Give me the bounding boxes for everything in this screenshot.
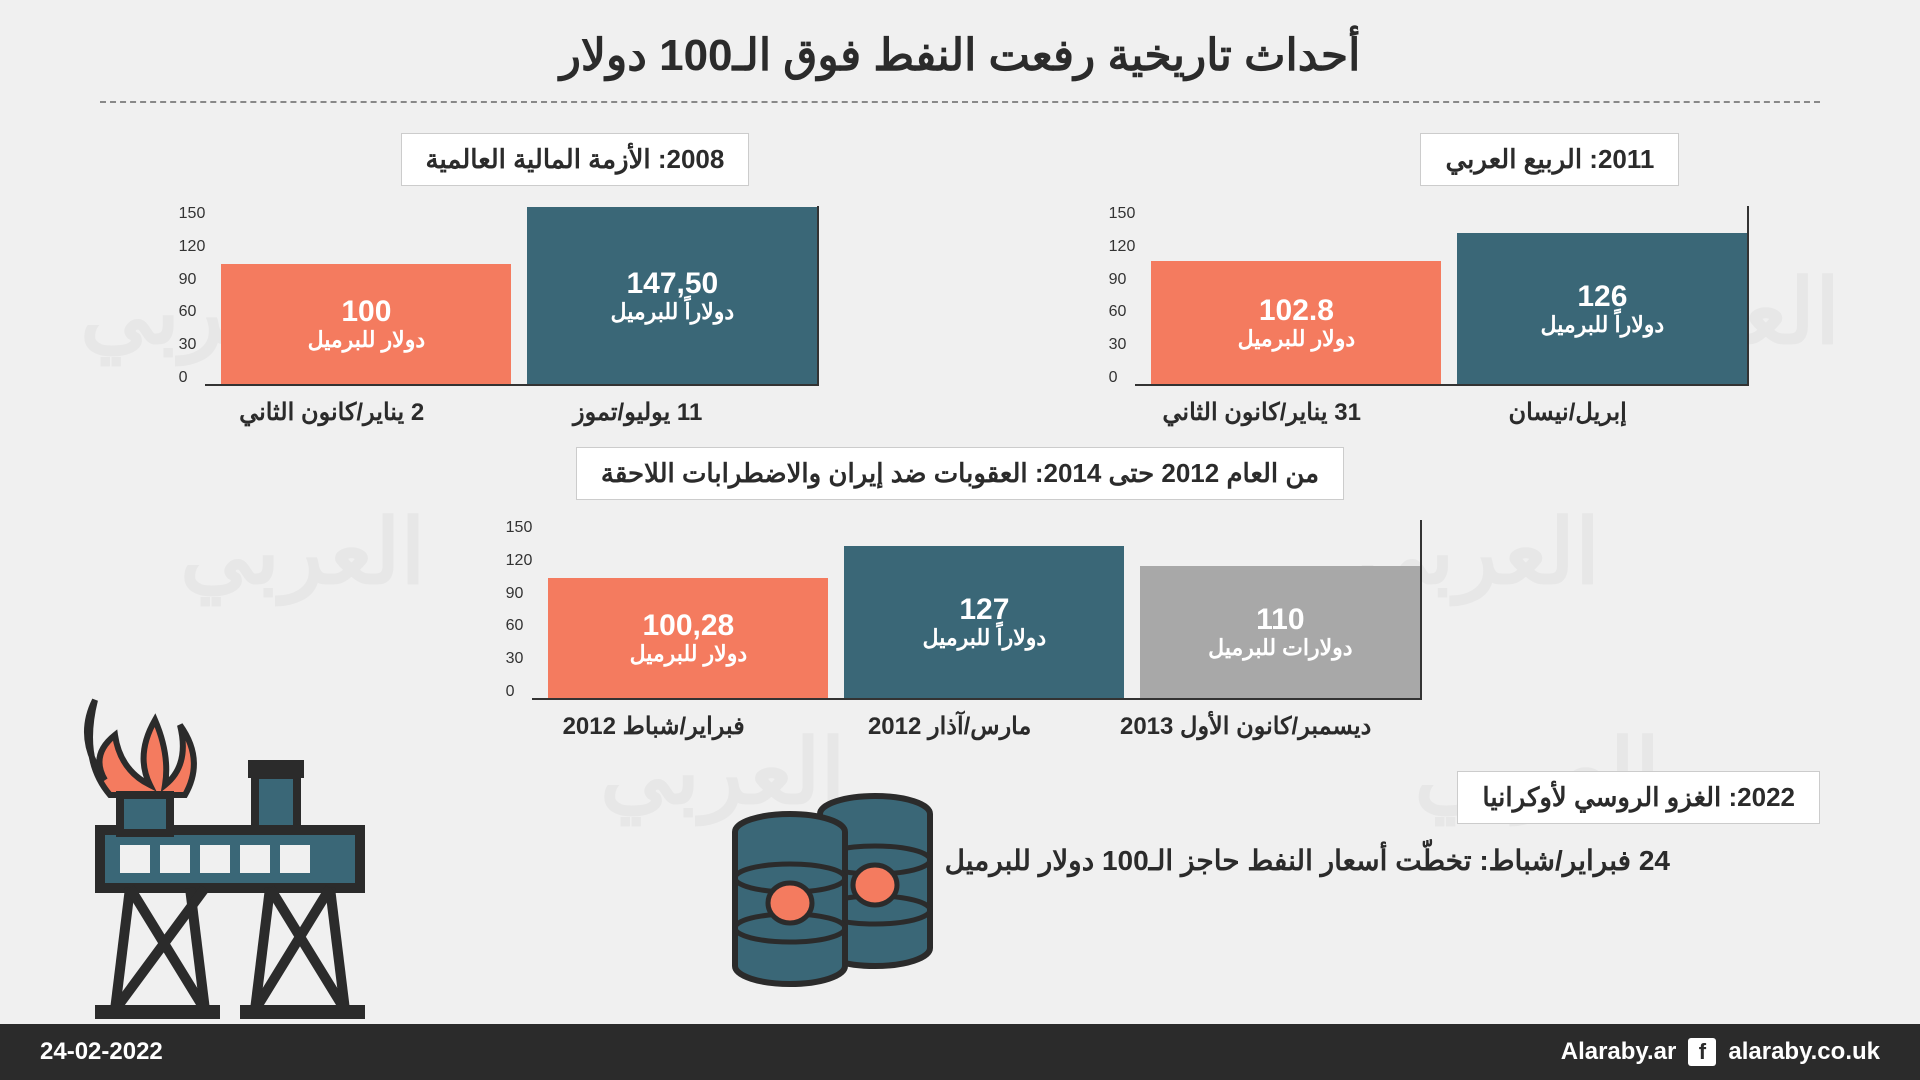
- footer-social: Alaraby.ar: [1561, 1038, 1677, 1066]
- y-axis-2008: 1501209060300: [179, 206, 206, 386]
- bars-2012: 100,28دولار للبرميل127دولاراً للبرميل110…: [532, 520, 1422, 700]
- xlabels-2008: 2 يناير/كانون الثاني 11 يوليو/تموز: [171, 386, 820, 427]
- bar: 127دولاراً للبرميل: [844, 546, 1124, 698]
- bar-xlabel: 2 يناير/كانون الثاني: [187, 398, 477, 427]
- y-axis-2012: 1501209060300: [506, 520, 533, 700]
- oil-rig-icon: [60, 680, 400, 1020]
- barrels-icon: [720, 790, 960, 990]
- bar: 100,28دولار للبرميل: [548, 578, 828, 698]
- label-2022: 2022: الغزو الروسي لأوكرانيا: [1457, 771, 1820, 824]
- bar-xlabel: إبريل/نيسان: [1423, 398, 1713, 427]
- bar: 126دولاراً للبرميل: [1457, 233, 1747, 384]
- bar: 100دولار للبرميل: [221, 264, 511, 384]
- bars-2011: 102.8دولار للبرميل126دولاراً للبرميل: [1135, 206, 1749, 386]
- page-title: أحداث تاريخية رفعت النفط فوق الـ100 دولا…: [60, 30, 1860, 81]
- chart-2008: 2008: الأزمة المالية العالمية 1501209060…: [171, 133, 820, 427]
- chart-2011: 2011: الربيع العربي 1501209060300 102.8د…: [1101, 133, 1750, 427]
- top-charts-row: 2008: الأزمة المالية العالمية 1501209060…: [60, 133, 1860, 427]
- bar-xlabel: 31 يناير/كانون الثاني: [1117, 398, 1407, 427]
- bar-xlabel: فبراير/شباط 2012: [514, 712, 794, 741]
- label-2012: من العام 2012 حتى 2014: العقوبات ضد إيرا…: [576, 447, 1344, 500]
- label-2008: 2008: الأزمة المالية العالمية: [401, 133, 750, 186]
- bar-xlabel: 11 يوليو/تموز: [493, 398, 783, 427]
- divider: [100, 101, 1820, 103]
- facebook-icon: f: [1688, 1038, 1716, 1066]
- xlabels-2011: 31 يناير/كانون الثاني إبريل/نيسان: [1101, 386, 1750, 427]
- bar-xlabel: ديسمبر/كانون الأول 2013: [1106, 712, 1386, 741]
- bar: 102.8دولار للبرميل: [1151, 261, 1441, 384]
- bar: 147,50دولاراً للبرميل: [527, 207, 817, 384]
- footer: alaraby.co.uk f Alaraby.ar 24-02-2022: [0, 1024, 1920, 1080]
- bars-2008: 100دولار للبرميل147,50دولاراً للبرميل: [205, 206, 819, 386]
- xlabels-2012: فبراير/شباط 2012 مارس/آذار 2012 ديسمبر/كان…: [498, 700, 1423, 741]
- footer-date: 24-02-2022: [40, 1038, 163, 1066]
- y-axis-2011: 1501209060300: [1109, 206, 1136, 386]
- footer-url: alaraby.co.uk: [1728, 1038, 1880, 1066]
- bar: 110دولارات للبرميل: [1140, 566, 1420, 698]
- bar-xlabel: مارس/آذار 2012: [810, 712, 1090, 741]
- label-2011: 2011: الربيع العربي: [1420, 133, 1679, 186]
